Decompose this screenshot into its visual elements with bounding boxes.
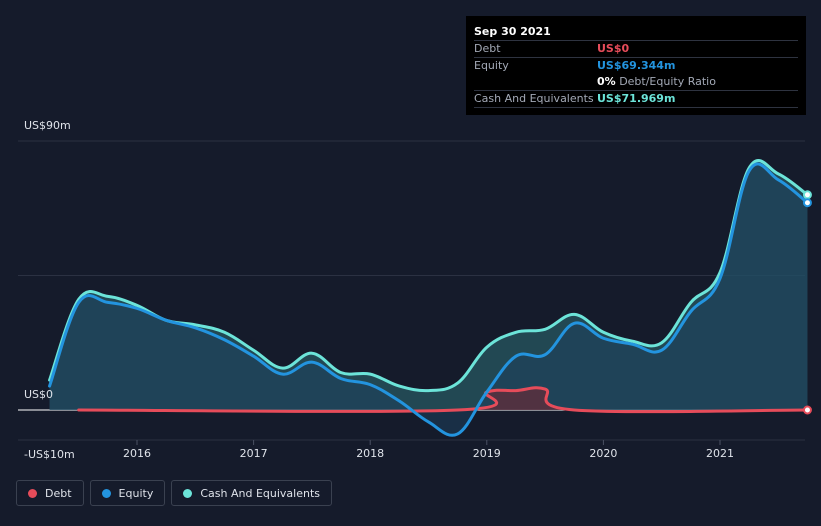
tooltip-debt-value: US$0 [597, 42, 630, 55]
tooltip-ratio-value: 0% [597, 75, 616, 88]
tooltip-row-debt: Debt US$0 [474, 40, 798, 57]
legend-item-equity[interactable]: Equity [89, 480, 166, 506]
tooltip-equity-label: Equity [474, 59, 509, 72]
x-tick-label-0: 2016 [123, 447, 151, 460]
tooltip-row-cash: Cash And Equivalents US$71.969m [474, 90, 798, 108]
y-tick-label-1: US$0 [24, 388, 53, 401]
legend-cash-label: Cash And Equivalents [200, 486, 320, 500]
tooltip-ratio-label: Debt/Equity Ratio [619, 75, 716, 88]
debt-dot-icon [28, 488, 37, 498]
legend-debt-label: Debt [45, 486, 72, 500]
equity-line [48, 162, 809, 437]
y-tick-label-2: -US$10m [24, 448, 75, 461]
debt-end-marker [802, 405, 812, 415]
equity-dot-icon [101, 488, 111, 498]
cash-end-marker [802, 190, 812, 200]
series-lines [48, 159, 809, 437]
legend-equity-label: Equity [118, 486, 154, 500]
equity-end-marker [802, 198, 812, 208]
tooltip-date: Sep 30 2021 [474, 25, 551, 38]
tooltip-row-ratio: 0% Debt/Equity Ratio [474, 74, 798, 90]
tooltip-equity-value: US$69.344m [597, 59, 676, 72]
tooltip-row-equity: Equity US$69.344m [474, 57, 798, 74]
equity-area [49, 163, 808, 436]
data-tooltip: Sep 30 2021 Debt US$0 Equity US$69.344m … [466, 16, 806, 115]
chart-legend: Debt Equity Cash And Equivalents [16, 480, 332, 506]
legend-item-debt[interactable]: Debt [16, 480, 84, 506]
tooltip-cash-label: Cash And Equivalents [474, 92, 594, 105]
end-markers [802, 190, 812, 415]
debt-line [77, 386, 809, 414]
y-tick-label-0: US$90m [24, 119, 71, 132]
x-tick-label-2: 2018 [356, 447, 384, 460]
tooltip-debt-label: Debt [474, 42, 501, 55]
tooltip-cash-value: US$71.969m [597, 92, 676, 105]
x-tick-label-1: 2017 [240, 447, 268, 460]
x-axis-ticks: 2016 2017 2018 2019 2020 2021 [123, 440, 734, 460]
y-axis-ticks: US$90m US$0 -US$10m [24, 119, 75, 461]
x-tick-label-5: 2021 [706, 447, 734, 460]
x-tick-label-3: 2019 [473, 447, 501, 460]
legend-item-cash[interactable]: Cash And Equivalents [171, 480, 332, 506]
cash-dot-icon [183, 488, 193, 498]
x-tick-label-4: 2020 [589, 447, 617, 460]
